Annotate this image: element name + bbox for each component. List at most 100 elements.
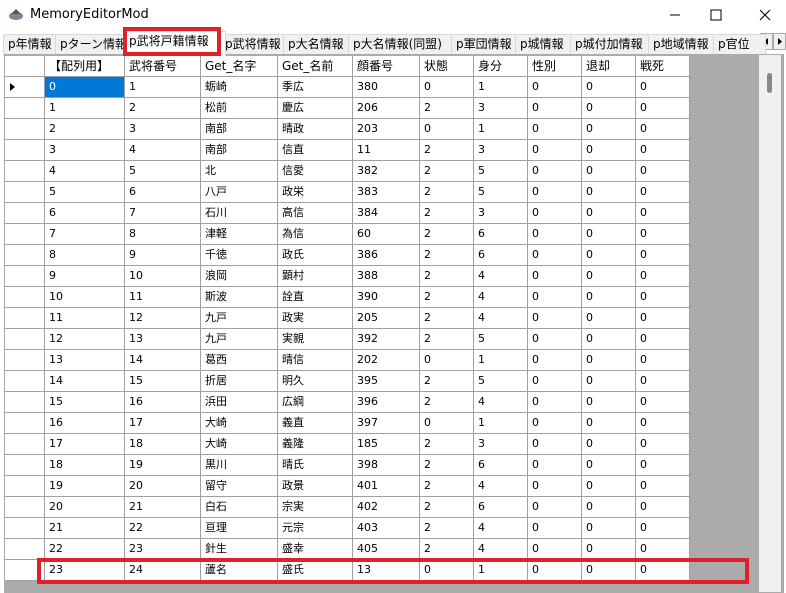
grid-cell[interactable]: 0 xyxy=(582,308,636,329)
grid-cell[interactable]: 0 xyxy=(636,392,690,413)
grid-cell[interactable]: 0 xyxy=(636,224,690,245)
column-header[interactable]: Get_名字 xyxy=(201,56,278,77)
grid-cell[interactable]: 0 xyxy=(528,497,582,518)
grid-cell[interactable]: 九戸 xyxy=(201,308,278,329)
grid-cell[interactable]: 0 xyxy=(582,392,636,413)
grid-cell[interactable]: 0 xyxy=(636,161,690,182)
grid-cell[interactable]: 0 xyxy=(582,182,636,203)
window-controls[interactable] xyxy=(650,0,786,30)
grid-cell[interactable]: 4 xyxy=(474,287,528,308)
grid-cell[interactable]: 13 xyxy=(45,350,125,371)
grid-cell[interactable]: 395 xyxy=(353,371,420,392)
row-header[interactable] xyxy=(5,413,45,434)
grid-cell[interactable]: 黒川 xyxy=(201,455,278,476)
grid-cell[interactable]: 20 xyxy=(125,476,201,497)
grid-cell[interactable]: 401 xyxy=(353,476,420,497)
grid-cell[interactable]: 3 xyxy=(474,98,528,119)
grid-cell[interactable]: 2 xyxy=(420,182,474,203)
grid-cell[interactable]: 3 xyxy=(45,140,125,161)
grid-cell[interactable]: 0 xyxy=(582,371,636,392)
grid-cell[interactable]: 1 xyxy=(474,77,528,98)
grid-cell[interactable]: 23 xyxy=(125,539,201,560)
grid-cell[interactable]: 2 xyxy=(45,119,125,140)
grid-cell[interactable]: 大崎 xyxy=(201,413,278,434)
grid-cell[interactable]: 20 xyxy=(45,497,125,518)
grid-cell[interactable]: 403 xyxy=(353,518,420,539)
grid-cell[interactable]: 松前 xyxy=(201,98,278,119)
grid-cell[interactable]: 政景 xyxy=(278,476,353,497)
grid-cell[interactable]: 9 xyxy=(125,245,201,266)
scroll-thumb[interactable] xyxy=(767,73,772,93)
grid-cell[interactable]: 0 xyxy=(582,434,636,455)
grid-cell[interactable]: 0 xyxy=(582,203,636,224)
grid-cell[interactable]: 6 xyxy=(45,203,125,224)
column-header[interactable]: 性別 xyxy=(528,56,582,77)
grid-cell[interactable]: 386 xyxy=(353,245,420,266)
column-header[interactable]: 顔番号 xyxy=(353,56,420,77)
grid-cell[interactable]: 8 xyxy=(125,224,201,245)
grid-cell[interactable]: 0 xyxy=(636,476,690,497)
grid-cell[interactable]: 19 xyxy=(45,476,125,497)
grid-cell[interactable]: 斯波 xyxy=(201,287,278,308)
grid-cell[interactable]: 6 xyxy=(474,224,528,245)
row-header[interactable] xyxy=(5,224,45,245)
grid-cell[interactable]: 0 xyxy=(582,119,636,140)
grid-cell[interactable]: 顕村 xyxy=(278,266,353,287)
tab[interactable]: p城付加情報 xyxy=(570,34,654,55)
grid-cell[interactable]: 0 xyxy=(582,98,636,119)
row-header[interactable] xyxy=(5,329,45,350)
grid-cell[interactable]: 蛎崎 xyxy=(201,77,278,98)
grid-cell[interactable]: 17 xyxy=(125,413,201,434)
grid-cell[interactable]: 203 xyxy=(353,119,420,140)
grid-cell[interactable]: 0 xyxy=(636,119,690,140)
grid-cell[interactable]: 392 xyxy=(353,329,420,350)
grid-cell[interactable]: 0 xyxy=(528,119,582,140)
grid-cell[interactable]: 4 xyxy=(125,140,201,161)
grid-cell[interactable]: 留守 xyxy=(201,476,278,497)
grid-cell[interactable]: 383 xyxy=(353,182,420,203)
row-header[interactable] xyxy=(5,245,45,266)
grid-cell[interactable]: 0 xyxy=(528,434,582,455)
grid-cell[interactable]: 義直 xyxy=(278,413,353,434)
grid-cell[interactable]: 5 xyxy=(474,161,528,182)
grid-cell[interactable]: 0 xyxy=(636,266,690,287)
grid-cell[interactable]: 0 xyxy=(420,413,474,434)
row-header[interactable] xyxy=(5,539,45,560)
grid-cell[interactable]: 12 xyxy=(45,329,125,350)
grid-cell[interactable]: 宗実 xyxy=(278,497,353,518)
grid-cell[interactable]: 盛幸 xyxy=(278,539,353,560)
grid-cell[interactable]: 17 xyxy=(45,434,125,455)
grid-cell[interactable]: 0 xyxy=(528,518,582,539)
grid-cell[interactable]: 0 xyxy=(636,287,690,308)
grid-cell[interactable]: 2 xyxy=(420,98,474,119)
grid-cell[interactable]: 4 xyxy=(474,392,528,413)
grid-cell[interactable]: 0 xyxy=(636,413,690,434)
grid-cell[interactable]: 2 xyxy=(420,224,474,245)
grid-cell[interactable]: 浪岡 xyxy=(201,266,278,287)
tab[interactable]: pターン情報 xyxy=(55,34,130,55)
column-header[interactable]: 身分 xyxy=(474,56,528,77)
grid-cell[interactable]: 202 xyxy=(353,350,420,371)
grid-cell[interactable]: 22 xyxy=(125,518,201,539)
grid-cell[interactable]: 2 xyxy=(420,539,474,560)
grid-cell[interactable]: 14 xyxy=(45,371,125,392)
grid-cell[interactable]: 4 xyxy=(474,518,528,539)
grid-cell[interactable]: 白石 xyxy=(201,497,278,518)
grid-cell[interactable]: 6 xyxy=(125,182,201,203)
grid-cell[interactable]: 明久 xyxy=(278,371,353,392)
row-header[interactable] xyxy=(5,266,45,287)
grid-cell[interactable]: 8 xyxy=(45,245,125,266)
grid-cell[interactable]: 0 xyxy=(528,371,582,392)
grid-cell[interactable]: 9 xyxy=(45,266,125,287)
grid-cell[interactable]: 2 xyxy=(420,161,474,182)
grid-cell[interactable]: 0 xyxy=(420,119,474,140)
grid-cell[interactable]: 0 xyxy=(636,98,690,119)
grid-cell[interactable]: 2 xyxy=(420,329,474,350)
grid-cell[interactable]: 南部 xyxy=(201,119,278,140)
grid-cell[interactable]: 0 xyxy=(636,308,690,329)
grid-cell[interactable]: 八戸 xyxy=(201,182,278,203)
grid-cell[interactable]: 石川 xyxy=(201,203,278,224)
grid-cell[interactable]: 0 xyxy=(636,434,690,455)
grid-cell[interactable]: 北 xyxy=(201,161,278,182)
grid-cell[interactable]: 慶広 xyxy=(278,98,353,119)
